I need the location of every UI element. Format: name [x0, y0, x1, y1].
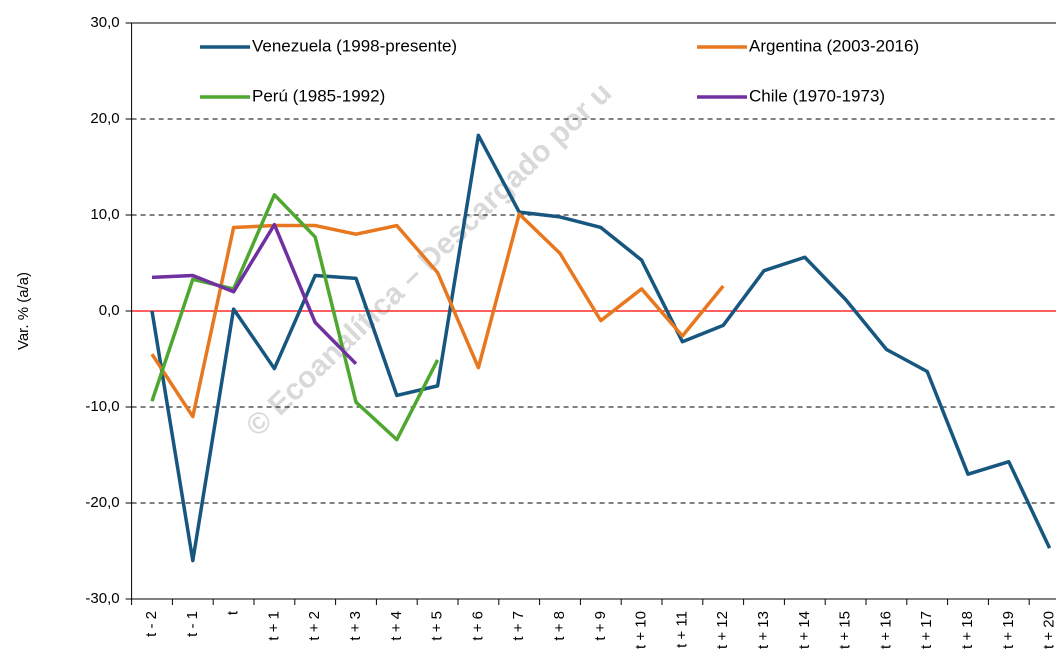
x-tick-label: t + 1 — [265, 611, 282, 641]
series-line — [150, 212, 725, 419]
x-tick-label: t + 12 — [714, 611, 731, 649]
y-tick-label: 30,0 — [90, 14, 119, 31]
x-tick-label: t — [225, 610, 242, 615]
x-tick-label: t + 11 — [673, 611, 690, 648]
legend-label: Venezuela (1998-presente) — [252, 36, 457, 55]
y-axis-label: Var. % (a/a) — [15, 272, 32, 350]
y-tick-label: 20,0 — [90, 110, 119, 127]
x-tick-label: t + 20 — [1041, 611, 1056, 649]
x-tick-label: t + 14 — [796, 611, 813, 649]
y-tick-label: -30,0 — [85, 590, 119, 607]
x-tick-label: t + 19 — [1000, 611, 1017, 649]
series-line — [150, 193, 440, 442]
series-line — [150, 133, 1052, 563]
x-tick-label: t + 4 — [388, 611, 405, 641]
x-tick-label: t + 3 — [347, 611, 364, 641]
x-tick-label: t + 8 — [551, 611, 568, 641]
x-tick-label: t + 2 — [306, 611, 323, 641]
x-tick-label: t + 5 — [429, 611, 446, 641]
x-tick-label: t + 10 — [633, 611, 650, 649]
x-tick-label: t - 1 — [184, 611, 201, 637]
x-tick-label: t + 6 — [469, 611, 486, 641]
series-line — [151, 222, 358, 366]
x-tick-label: t + 18 — [959, 611, 976, 649]
x-tick-label: t + 15 — [837, 611, 854, 649]
x-tick-label: t + 7 — [510, 611, 527, 641]
x-tick-label: t + 17 — [918, 611, 935, 649]
legend-label: Argentina (2003-2016) — [749, 36, 919, 55]
x-tick-label: t + 9 — [592, 611, 609, 641]
y-tick-label: 0,0 — [99, 302, 120, 319]
legend-label: Perú (1985-1992) — [252, 86, 385, 105]
y-tick-label: -20,0 — [85, 494, 119, 511]
y-tick-label: 10,0 — [90, 206, 119, 223]
legend-label: Chile (1970-1973) — [749, 86, 885, 105]
x-tick-label: t + 13 — [755, 611, 772, 649]
x-tick-label: t + 16 — [877, 611, 894, 649]
y-tick-label: -10,0 — [85, 398, 119, 415]
x-tick-label: t - 2 — [143, 611, 160, 637]
